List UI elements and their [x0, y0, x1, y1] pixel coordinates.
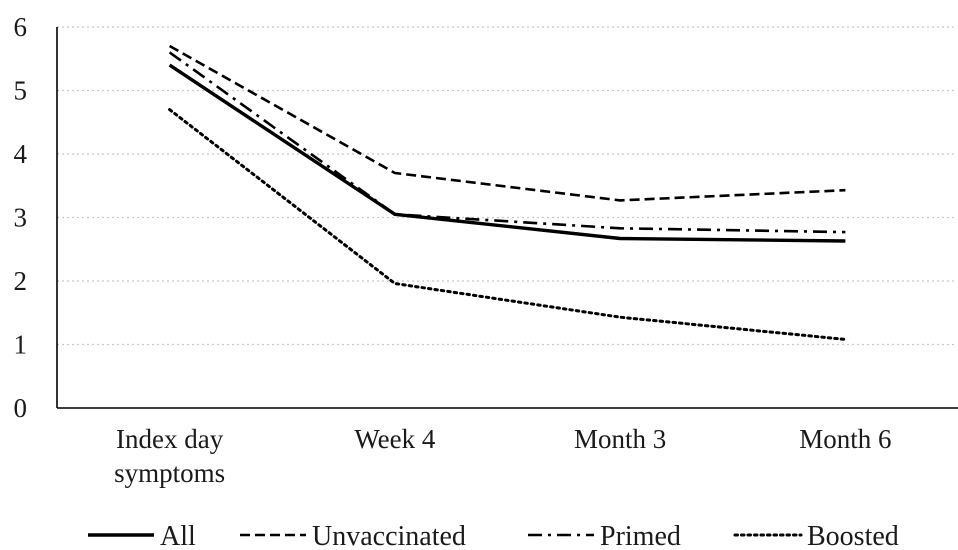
- y-axis-tick-labels: 0 1 2 3 4 5 6: [14, 12, 28, 423]
- legend-label-boosted: Boosted: [807, 521, 899, 550]
- x-category-label: Week 4: [354, 424, 436, 454]
- legend-label-primed: Primed: [600, 521, 681, 550]
- series-line-boosted: [168, 108, 847, 341]
- legend: All Unvaccinated Primed Boosted: [88, 521, 899, 550]
- legend-label-unvaccinated: Unvaccinated: [312, 521, 466, 550]
- legend-label-all: All: [160, 521, 196, 550]
- y-tick-label: 3: [14, 203, 28, 233]
- axes: [56, 27, 958, 409]
- gridlines: [57, 26, 956, 346]
- series-line-all: [168, 63, 846, 243]
- y-tick-label: 5: [14, 76, 28, 106]
- y-tick-label: 4: [14, 139, 28, 169]
- y-tick-label: 2: [14, 266, 28, 296]
- series-lines: [168, 44, 847, 341]
- y-tick-label: 6: [14, 12, 28, 42]
- x-category-label: Month 6: [799, 424, 891, 454]
- x-category-label: Month 3: [574, 424, 666, 454]
- series-line-unvaccinated: [168, 44, 846, 202]
- y-tick-label: 0: [14, 393, 28, 423]
- x-category-label: symptoms: [114, 458, 225, 488]
- x-category-label: Index day: [116, 424, 224, 454]
- y-tick-label: 1: [14, 330, 28, 360]
- x-axis-category-labels: Index day symptoms Week 4 Month 3 Month 6: [114, 424, 891, 488]
- series-line-primed: [168, 51, 846, 234]
